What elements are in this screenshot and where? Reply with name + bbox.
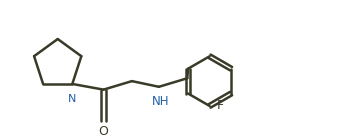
Text: NH: NH xyxy=(152,95,169,108)
Text: F: F xyxy=(217,99,224,112)
Text: O: O xyxy=(99,125,108,138)
Text: N: N xyxy=(68,94,77,104)
